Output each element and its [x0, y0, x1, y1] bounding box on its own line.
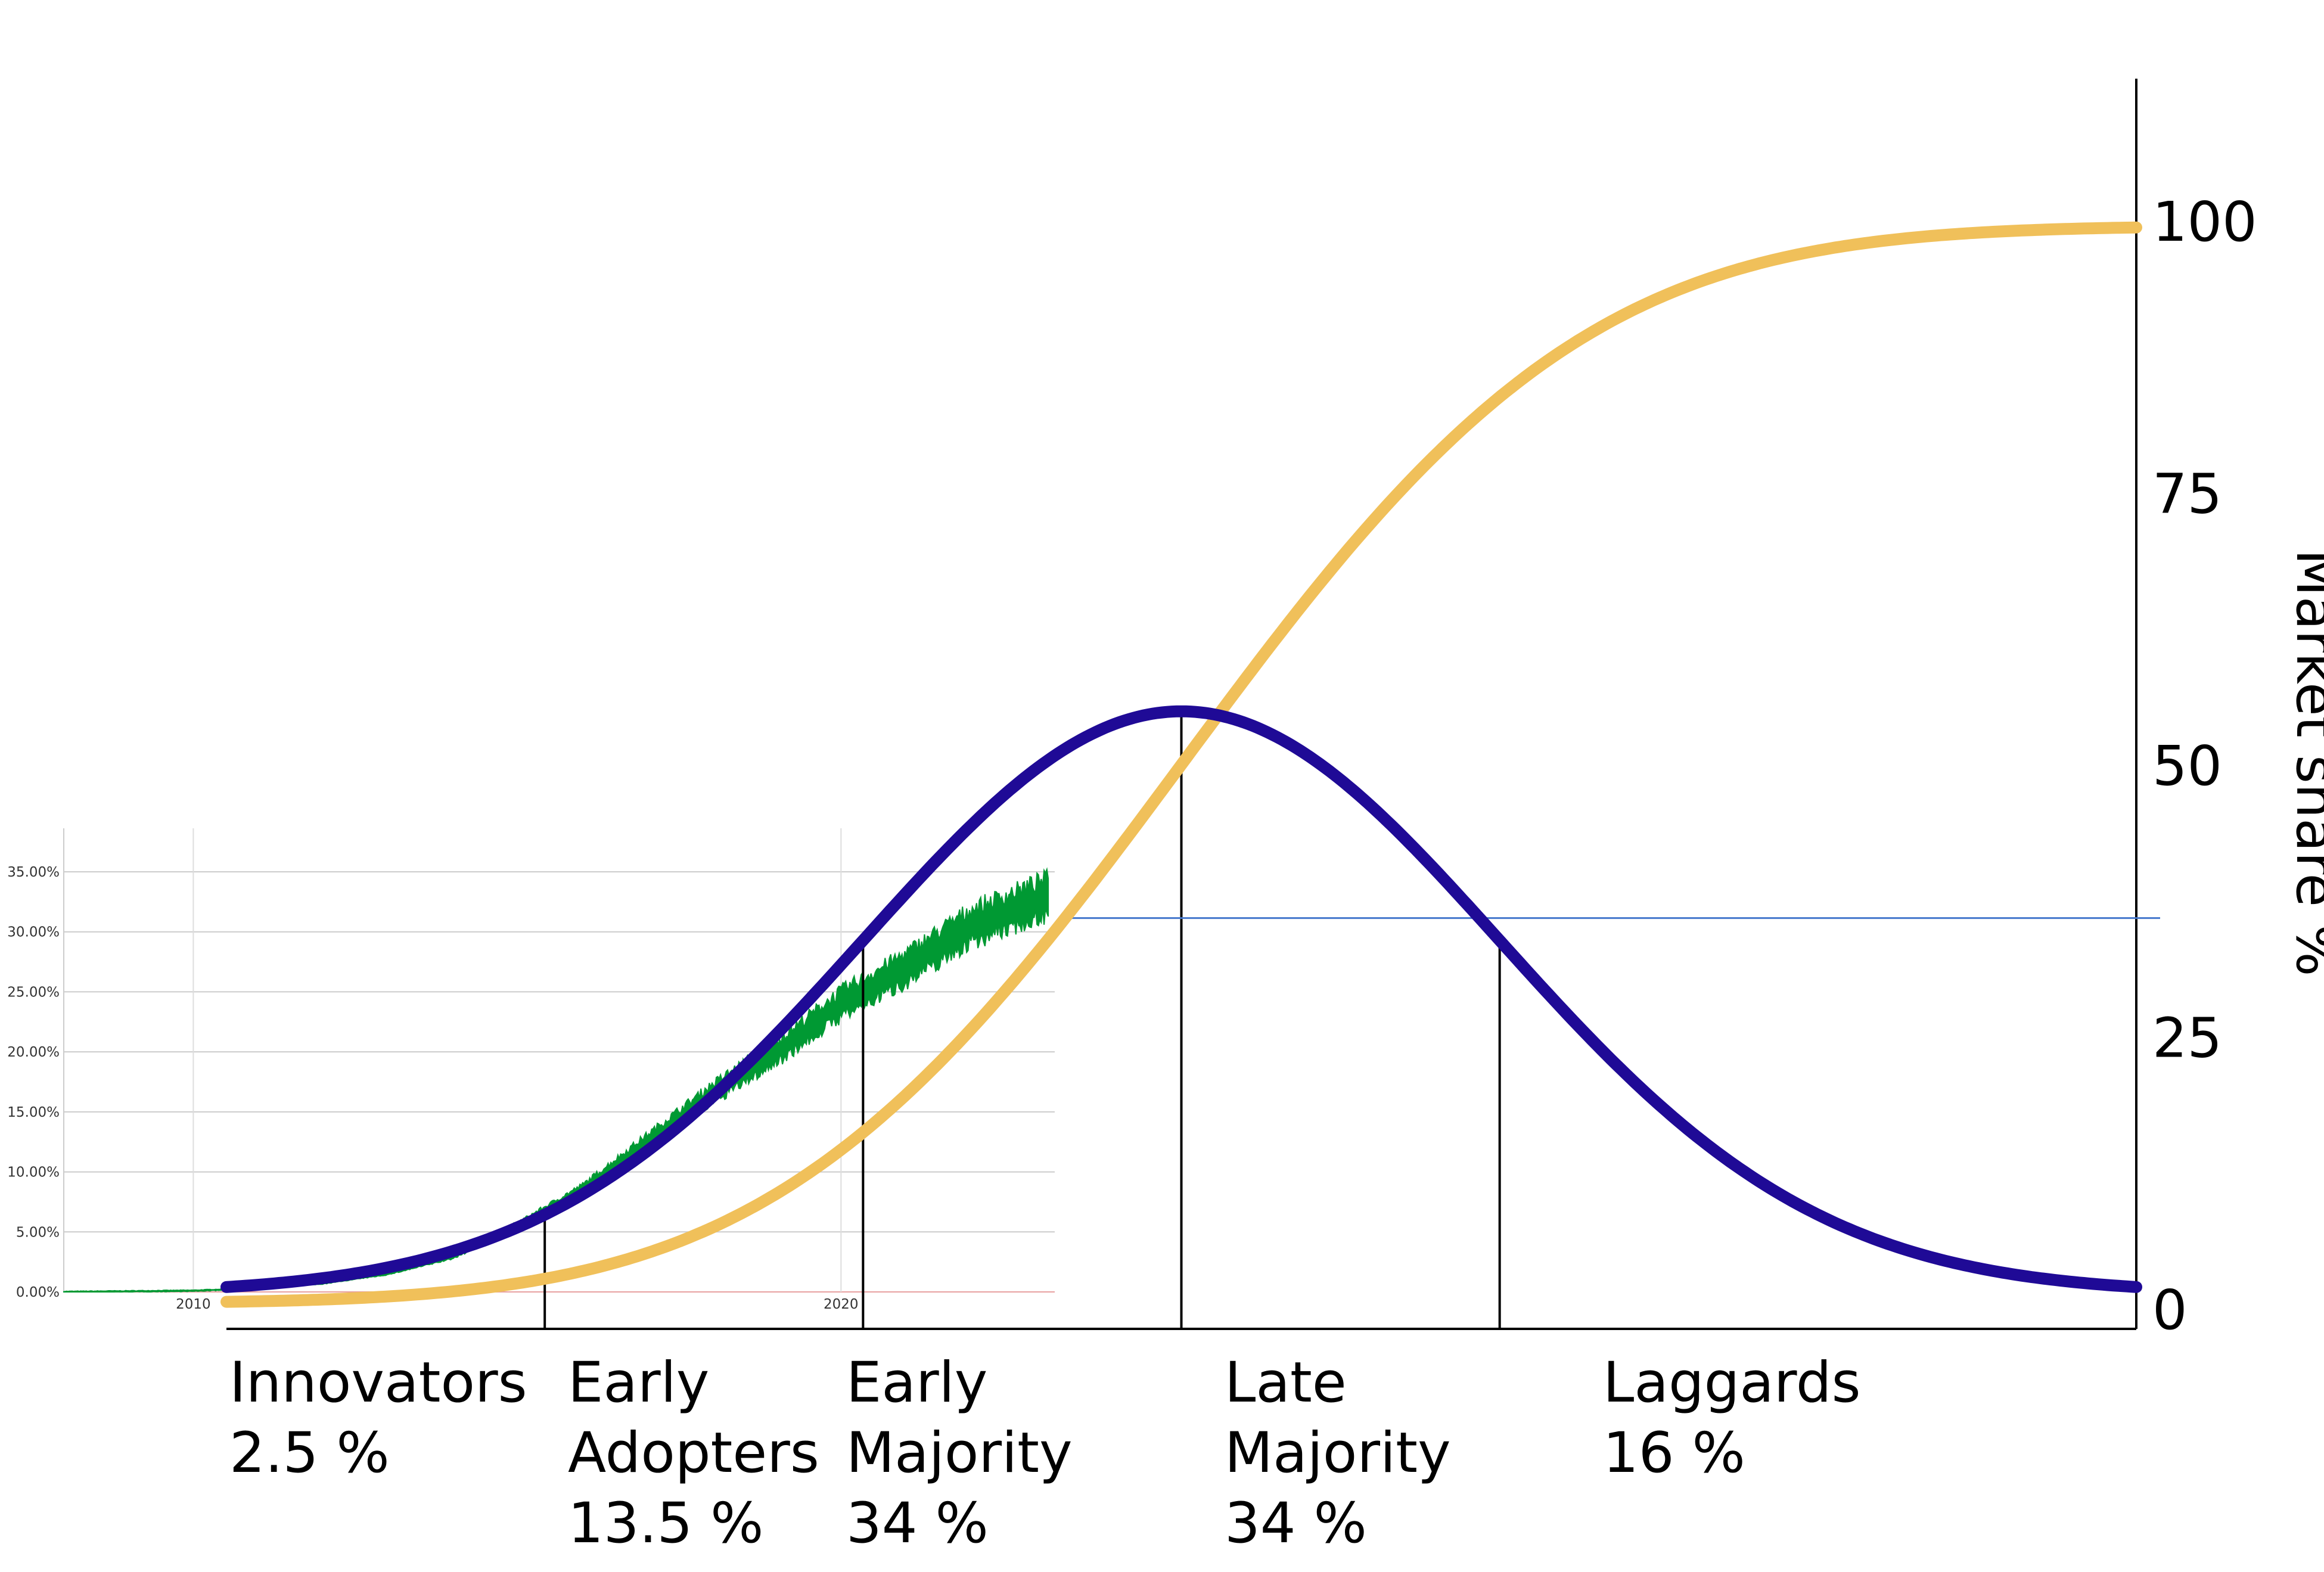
segment-share: 34 % — [846, 1491, 989, 1556]
segment-name: Innovators — [229, 1350, 527, 1415]
adoption-bell-curve — [220, 705, 2142, 1293]
inset-y-tick-label: 30.00% — [7, 925, 60, 940]
segment-name: Majority — [1225, 1421, 1451, 1486]
segment-share: 16 % — [1603, 1421, 1745, 1486]
segment-share: 13.5 % — [568, 1491, 764, 1556]
inset-y-tick-label: 15.00% — [7, 1105, 60, 1120]
cumulative-adoption-curve — [220, 221, 2142, 1308]
y-axis-title: Market share % — [2284, 549, 2324, 976]
inset-y-tick-label: 10.00% — [7, 1165, 60, 1180]
y-tick-label: 100 — [2152, 190, 2257, 254]
segment-name: Adopters — [568, 1421, 819, 1486]
inset-y-tick-label: 0.00% — [16, 1285, 60, 1300]
inset-series-area — [63, 867, 1049, 1293]
segment-name: Late — [1225, 1350, 1347, 1415]
segment-share: 34 % — [1225, 1491, 1367, 1556]
segment-name: Early — [568, 1350, 709, 1415]
segment-name: Early — [846, 1350, 987, 1415]
y-tick-label: 25 — [2152, 1006, 2222, 1070]
inset-x-tick-label: 2020 — [824, 1297, 859, 1312]
inset-y-tick-label: 25.00% — [7, 984, 60, 1000]
inset-y-tick-label: 35.00% — [7, 865, 60, 880]
inset-y-tick-label: 5.00% — [16, 1225, 60, 1240]
y-tick-label: 0 — [2152, 1278, 2188, 1342]
inset-x-tick-label: 2010 — [176, 1297, 211, 1312]
inset-y-tick-label: 20.00% — [7, 1045, 60, 1060]
segment-name: Majority — [846, 1421, 1073, 1486]
y-tick-label: 75 — [2152, 462, 2222, 526]
y-tick-label: 50 — [2152, 734, 2222, 798]
segment-name: Laggards — [1603, 1350, 1861, 1415]
segment-share: 2.5 % — [229, 1421, 390, 1486]
